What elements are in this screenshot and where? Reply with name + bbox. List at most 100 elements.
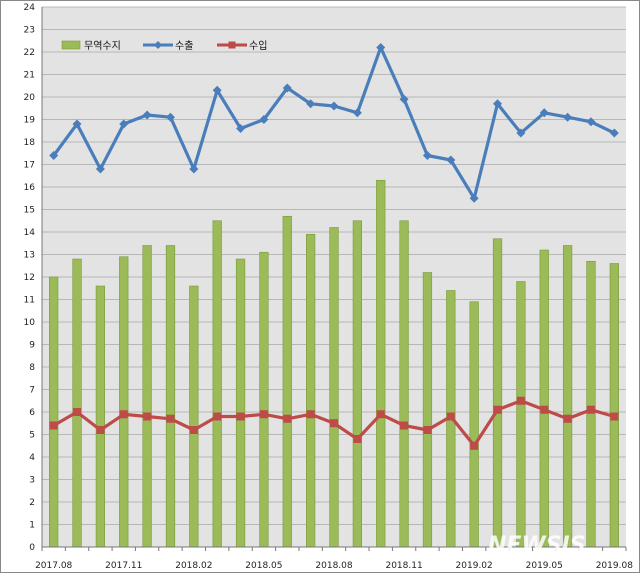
y-tick-label: 3 [29,476,35,486]
bar [189,285,199,548]
export-point [586,117,596,127]
import-point [516,396,525,405]
y-tick-label: 21 [24,71,35,81]
bar [329,227,339,548]
bar [586,260,596,548]
bar [562,245,573,548]
bar [282,215,292,548]
y-tick-label: 6 [29,408,35,418]
y-tick-label: 24 [24,3,36,13]
export-point [95,164,105,174]
import-point [306,410,315,419]
import-point [563,414,572,423]
import-point [540,405,549,414]
export-point [609,128,619,138]
y-tick-label: 23 [24,26,35,36]
import-point [49,421,58,430]
watermark: NEWSIS [488,533,586,558]
x-tick-label: 2017.08 [35,561,72,571]
x-tick-label: 2019.05 [526,561,563,571]
import-point [493,405,502,414]
import-point [470,441,479,450]
import-point [330,419,338,428]
bar [72,258,82,548]
bar [165,245,176,548]
import-point [213,412,222,421]
import-point [189,426,198,434]
export-point [142,110,152,120]
import-point [143,412,152,421]
import-point [610,412,619,421]
export-point [49,151,59,160]
bar [609,263,619,548]
export-point [446,155,456,165]
bar [376,179,386,548]
line-series [49,43,619,450]
import-point [423,426,432,434]
bar [306,233,316,548]
import-point [283,414,292,423]
export-point [282,83,292,93]
export-point [119,119,129,129]
legend: 무역수지 수출 수입 [61,39,267,52]
export-point [539,108,549,118]
import-point [400,421,409,430]
bar [399,220,409,548]
y-tick-label: 11 [24,296,35,306]
bar [212,220,222,548]
bar [95,285,106,548]
legend-marker-export [154,41,162,49]
export-point [259,115,269,124]
y-tick-label: 2 [29,498,35,508]
export-point [493,99,503,109]
export-point [376,43,386,52]
import-point [259,410,268,419]
import-point [96,426,105,434]
y-tick-label: 13 [24,251,35,261]
bar [119,256,129,548]
bar [142,245,152,548]
import-point [119,410,128,419]
import-point [236,412,245,421]
export-point [306,99,316,109]
x-tick-label: 2018.05 [245,561,282,571]
x-tick-label: 2017.11 [105,561,142,571]
y-tick-label: 22 [24,48,35,58]
x-tick-label: 2018.08 [315,561,352,571]
import-point [446,412,455,421]
bar [539,249,549,548]
y-tick-label: 0 [29,543,35,553]
y-tick-label: 8 [29,363,35,373]
bar [469,301,479,548]
legend-label: 수입 [249,39,267,52]
bar [235,258,246,548]
legend-marker-import [228,41,236,49]
y-tick-label: 18 [24,138,36,148]
x-axis: 2017.08 2017.11 2018.02 2018.05 2018.08 2018.… [35,546,633,571]
x-tick-label: 2019.08 [596,561,633,571]
bar [516,281,526,548]
export-point [165,112,175,122]
y-tick-label: 4 [29,453,35,463]
y-tick-label: 1 [29,521,35,531]
y-tick-label: 19 [24,116,36,126]
import-point [166,414,175,423]
bar [49,276,59,548]
y-tick-label: 9 [29,341,35,351]
bar [492,238,503,548]
legend-label: 무역수지 [84,40,121,52]
x-tick-label: 2018.02 [175,561,212,571]
y-tick-label: 14 [24,228,36,238]
legend-swatch-trade-balance [61,40,81,50]
y-tick-label: 7 [29,386,35,396]
legend-label: 수출 [175,40,193,52]
export-point [399,94,409,104]
y-tick-label: 17 [24,161,35,171]
y-tick-label: 10 [24,318,36,328]
x-tick-label: 2019.02 [456,561,493,571]
export-point [516,128,526,138]
import-point [73,408,82,416]
y-tick-label: 15 [24,206,35,216]
